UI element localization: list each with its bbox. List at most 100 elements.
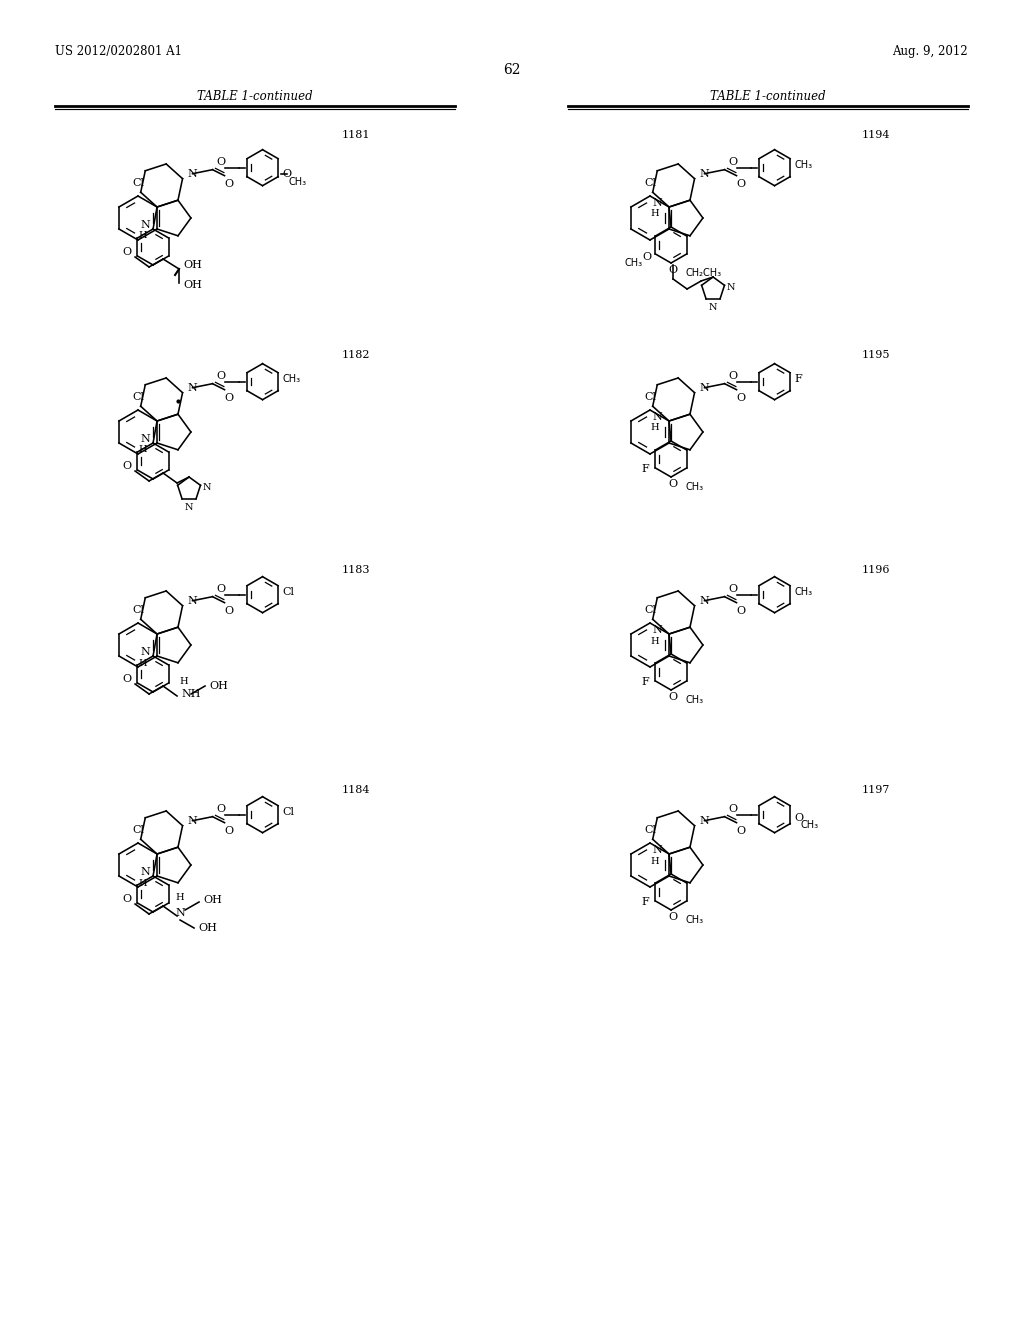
Text: Cl: Cl — [644, 178, 656, 187]
Text: N: N — [140, 434, 151, 444]
Text: N: N — [187, 383, 198, 392]
Text: N: N — [652, 845, 663, 855]
Text: O: O — [736, 826, 745, 836]
Text: Aug. 9, 2012: Aug. 9, 2012 — [892, 45, 968, 58]
Text: F: F — [795, 374, 802, 384]
Text: O: O — [224, 606, 233, 615]
Text: O: O — [224, 178, 233, 189]
Text: TABLE 1-continued: TABLE 1-continued — [711, 90, 825, 103]
Text: F: F — [641, 677, 649, 686]
Text: O: O — [224, 392, 233, 403]
Text: TABLE 1-continued: TABLE 1-continued — [198, 90, 312, 103]
Text: Cl: Cl — [644, 392, 656, 403]
Text: O: O — [122, 461, 131, 471]
Text: CH₃: CH₃ — [289, 177, 306, 186]
Text: Cl: Cl — [644, 825, 656, 836]
Text: O: O — [795, 813, 804, 822]
Text: 62: 62 — [503, 63, 521, 77]
Text: CH₃: CH₃ — [795, 586, 813, 597]
Text: O: O — [122, 247, 131, 257]
Text: N: N — [699, 169, 710, 178]
Text: OH: OH — [183, 260, 202, 271]
Text: N: N — [140, 220, 151, 230]
Text: N: N — [175, 908, 185, 917]
Text: H: H — [179, 677, 187, 686]
Text: 1196: 1196 — [861, 565, 890, 576]
Text: F: F — [641, 898, 649, 907]
Text: N: N — [140, 867, 151, 876]
Text: N: N — [727, 282, 735, 292]
Text: O: O — [669, 479, 678, 488]
Text: N: N — [203, 483, 212, 491]
Text: 1183: 1183 — [341, 565, 370, 576]
Text: O: O — [216, 157, 225, 166]
Text: O: O — [669, 912, 678, 921]
Text: N: N — [699, 383, 710, 392]
Text: O: O — [728, 583, 737, 594]
Text: O: O — [728, 157, 737, 166]
Text: O: O — [642, 252, 651, 261]
Text: H: H — [138, 879, 147, 887]
Text: Cl: Cl — [132, 392, 144, 403]
Text: H: H — [650, 424, 659, 433]
Text: Cl: Cl — [644, 605, 656, 615]
Text: H: H — [650, 210, 659, 219]
Text: O: O — [669, 265, 678, 275]
Text: CH₃: CH₃ — [801, 820, 818, 830]
Text: 1184: 1184 — [341, 785, 370, 795]
Text: F: F — [641, 465, 649, 474]
Text: N: N — [184, 503, 194, 512]
Text: O: O — [216, 371, 225, 380]
Text: H: H — [138, 446, 147, 454]
Text: N: N — [187, 816, 198, 826]
Text: N: N — [709, 304, 717, 312]
Text: OH: OH — [183, 280, 202, 290]
Text: H: H — [138, 231, 147, 240]
Text: N: N — [187, 169, 198, 178]
Text: N: N — [699, 595, 710, 606]
Text: O: O — [224, 826, 233, 836]
Text: US 2012/0202801 A1: US 2012/0202801 A1 — [55, 45, 182, 58]
Text: N: N — [652, 624, 663, 635]
Text: O: O — [122, 894, 131, 904]
Text: H: H — [650, 857, 659, 866]
Text: Cl: Cl — [132, 178, 144, 187]
Text: H: H — [138, 659, 147, 668]
Text: CH₃: CH₃ — [685, 915, 703, 925]
Text: O: O — [736, 178, 745, 189]
Text: CH₃: CH₃ — [685, 696, 703, 705]
Text: Cl: Cl — [283, 586, 295, 597]
Text: O: O — [736, 392, 745, 403]
Text: O: O — [669, 692, 678, 702]
Text: 1194: 1194 — [861, 129, 890, 140]
Text: O: O — [216, 583, 225, 594]
Text: 1182: 1182 — [341, 350, 370, 360]
Text: OH: OH — [198, 923, 217, 933]
Text: 1195: 1195 — [861, 350, 890, 360]
Text: NH: NH — [181, 689, 201, 700]
Text: N: N — [652, 198, 663, 209]
Text: CH₃: CH₃ — [283, 374, 301, 384]
Text: Cl: Cl — [132, 605, 144, 615]
Text: CH₃: CH₃ — [795, 160, 813, 170]
Text: N: N — [140, 647, 151, 657]
Text: Cl: Cl — [283, 807, 295, 817]
Text: OH: OH — [209, 681, 228, 690]
Text: CH₃: CH₃ — [625, 257, 643, 268]
Text: N: N — [699, 816, 710, 826]
Text: O: O — [122, 675, 131, 684]
Text: O: O — [216, 804, 225, 813]
Text: CH₃: CH₃ — [685, 482, 703, 492]
Text: OH: OH — [203, 895, 222, 906]
Text: O: O — [283, 169, 292, 178]
Text: Cl: Cl — [132, 825, 144, 836]
Text: H: H — [176, 894, 184, 902]
Text: H: H — [650, 636, 659, 645]
Text: N: N — [652, 412, 663, 422]
Text: O: O — [728, 804, 737, 813]
Text: O: O — [728, 371, 737, 380]
Text: 1181: 1181 — [341, 129, 370, 140]
Text: N: N — [187, 595, 198, 606]
Text: O: O — [736, 606, 745, 615]
Text: 1197: 1197 — [861, 785, 890, 795]
